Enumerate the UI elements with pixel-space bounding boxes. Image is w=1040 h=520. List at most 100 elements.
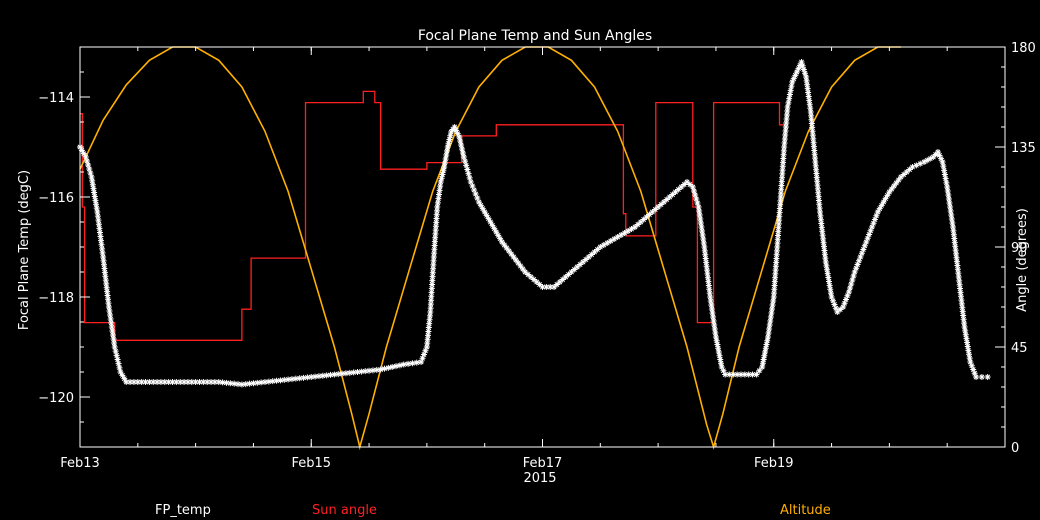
fp-temp-point	[585, 254, 592, 260]
fp-temp-point	[409, 360, 416, 367]
fp-temp-point	[628, 226, 635, 232]
fp-temp-point	[323, 372, 330, 379]
fp-temp-point	[699, 232, 706, 238]
fp-temp-point	[808, 112, 815, 119]
y-axis-right: 0 45 90 135 180	[995, 41, 1036, 456]
fp-temp-point	[479, 205, 486, 212]
fp-temp-point	[968, 362, 975, 369]
fp-temp-point	[821, 247, 828, 254]
fp-temp-point	[780, 155, 787, 162]
fp-temp-point	[101, 269, 108, 276]
fp-temp-point	[335, 371, 342, 378]
fp-temp-point	[652, 206, 659, 213]
fp-temp-point	[428, 289, 435, 296]
fp-temp-point	[111, 340, 118, 346]
fp-temp-point	[814, 178, 821, 185]
fp-temp-point	[519, 266, 526, 272]
fp-temp-point	[99, 249, 106, 256]
fp-temp-point	[95, 221, 102, 228]
fp-temp-point	[775, 220, 782, 227]
fp-temp-point	[803, 74, 810, 80]
fp-temp-point	[954, 262, 961, 269]
fp-temp-point	[675, 186, 682, 193]
fp-temp-point	[430, 257, 437, 264]
fp-temp-point	[851, 269, 858, 275]
fp-temp-point	[823, 262, 830, 269]
fp-temp-point	[571, 266, 578, 273]
fp-temp-point	[649, 209, 656, 215]
fp-temp-point	[782, 124, 789, 130]
fp-temp-point	[123, 379, 130, 385]
fp-temp-point	[91, 189, 98, 196]
fp-temp-point	[947, 204, 954, 210]
fp-temp-point	[97, 233, 104, 240]
fp-temp-point	[781, 144, 788, 150]
fp-temp-point	[768, 310, 775, 316]
fp-temp-point	[741, 371, 748, 378]
fp-temp-point	[196, 379, 203, 385]
fp-temp-point	[117, 369, 124, 375]
fp-temp-point	[711, 326, 718, 332]
fp-temp-point	[821, 251, 828, 258]
fp-temp-point	[808, 116, 815, 123]
fp-temp-point	[965, 347, 972, 354]
fp-temp-point	[777, 197, 784, 204]
fp-temp-point	[770, 294, 777, 300]
fp-temp-point	[955, 274, 962, 280]
fp-temp-point	[864, 235, 871, 242]
fp-temp-point	[886, 189, 893, 195]
fp-temp-point	[810, 143, 817, 150]
fp-temp-point	[574, 264, 581, 270]
fp-temp-point	[434, 204, 441, 210]
fp-temp-point	[814, 185, 821, 192]
fp-temp-point	[173, 379, 180, 385]
fp-temp-point	[517, 263, 524, 269]
fp-temp-point	[443, 148, 450, 154]
fp-temp-point	[759, 364, 766, 370]
fp-temp-point	[824, 266, 831, 273]
fp-temp-point	[562, 274, 569, 280]
fp-temp-point	[810, 135, 817, 142]
fp-temp-point	[843, 296, 850, 303]
fp-temp-point	[807, 105, 814, 112]
fp-temp-point	[696, 212, 703, 218]
fp-temp-point	[863, 239, 870, 245]
fp-temp-point	[588, 251, 595, 258]
fp-temp-point	[625, 228, 632, 234]
fp-temp-point	[457, 138, 464, 144]
fp-temp-point	[778, 182, 785, 189]
fp-temp-point	[707, 294, 714, 300]
fp-temp-point	[816, 205, 823, 212]
fp-temp-point	[200, 379, 207, 385]
fp-temp-point	[944, 188, 951, 194]
fp-temp-point	[672, 189, 679, 195]
fp-temp-point	[146, 379, 153, 385]
fp-temp-point	[449, 126, 456, 133]
fp-temp-point	[774, 236, 781, 243]
fp-temp-point	[897, 174, 904, 180]
fp-temp-point	[646, 211, 653, 218]
fp-temp-point	[288, 376, 295, 383]
fp-temp-point	[714, 341, 721, 348]
chart-title: Focal Plane Temp and Sun Angles	[418, 28, 652, 44]
fp-temp-point	[773, 255, 780, 262]
fp-temp-point	[978, 374, 985, 380]
fp-temp-point	[119, 372, 126, 379]
fp-temp-point	[632, 224, 638, 230]
fp-temp-point	[819, 228, 826, 235]
fp-temp-point	[577, 261, 584, 268]
fp-temp-point	[825, 274, 832, 281]
fp-temp-point	[717, 360, 724, 367]
fp-temp-point	[953, 254, 960, 261]
y-right-tick-label-0: 0	[1011, 441, 1019, 456]
fp-temp-point	[99, 245, 106, 252]
fp-temp-point	[497, 235, 504, 242]
fp-temp-point	[834, 309, 841, 315]
fp-temp-point	[812, 162, 819, 169]
fp-temp-point	[705, 282, 712, 289]
fp-temp-point	[427, 309, 434, 315]
fp-temp-point	[807, 109, 814, 115]
fp-temp-point	[825, 278, 832, 285]
fp-temp-point	[913, 162, 920, 169]
fp-temp-point	[83, 158, 90, 164]
